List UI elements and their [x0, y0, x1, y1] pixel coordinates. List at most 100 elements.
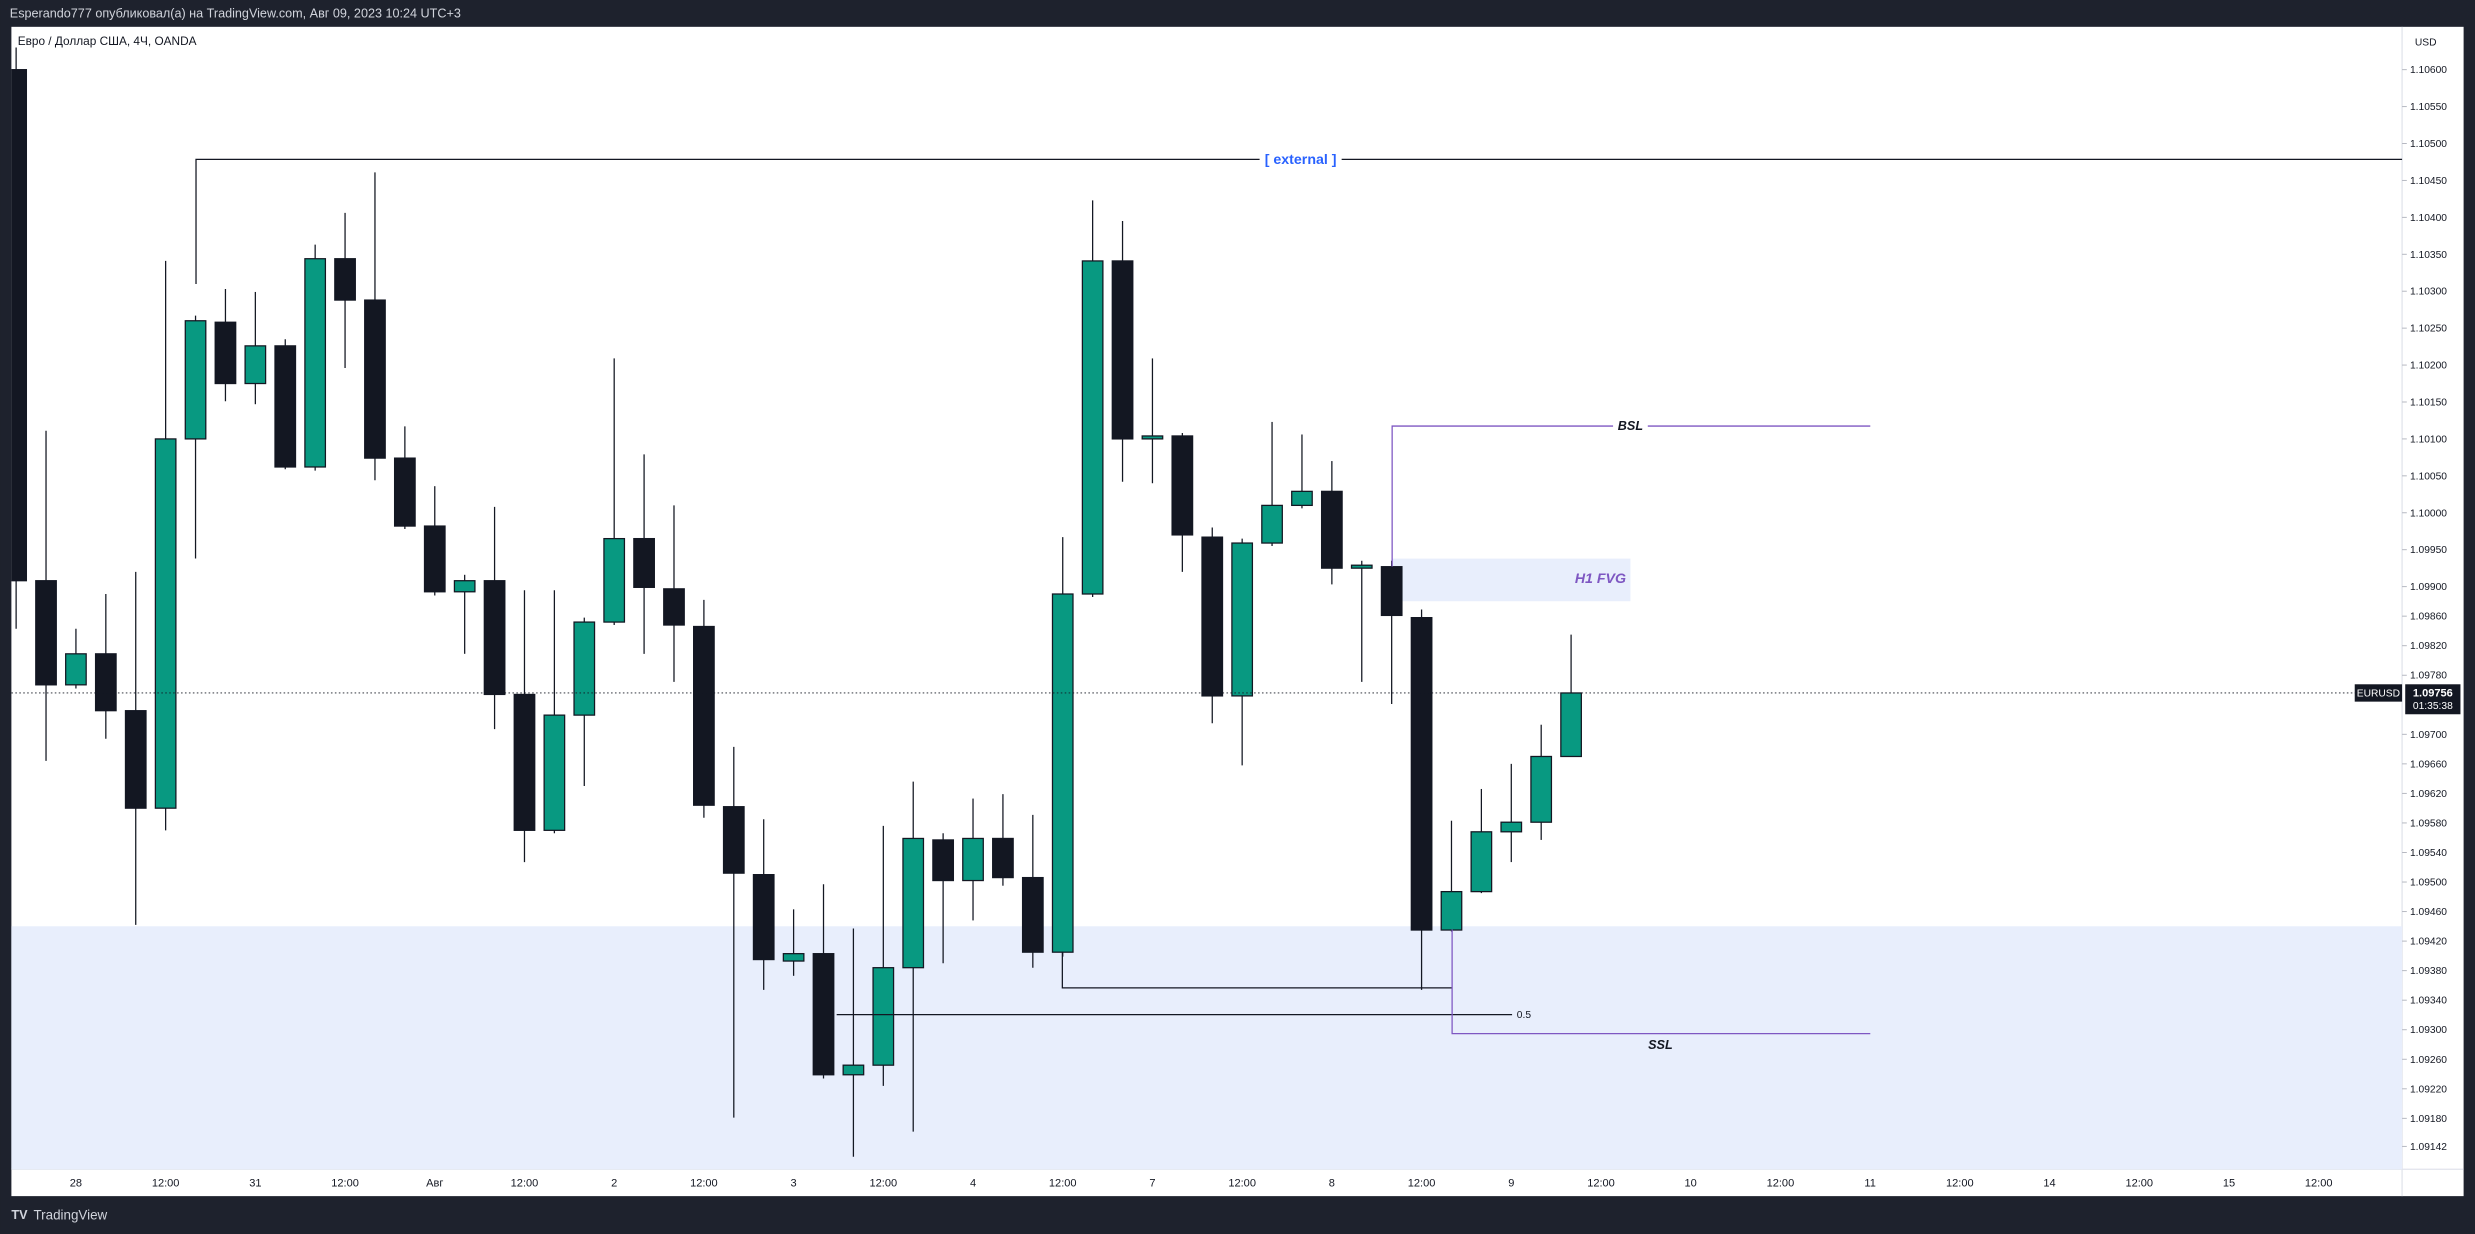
y-tick-label: 1.09620	[2410, 789, 2447, 800]
y-tick-label: 1.09950	[2410, 545, 2447, 556]
low-line	[1061, 951, 1453, 989]
fvg-label: H1 FVG	[1575, 571, 1626, 587]
y-tick-label: 1.10500	[2410, 139, 2447, 150]
candle-body	[872, 967, 895, 1066]
bsl-label: BSL	[1618, 419, 1643, 433]
candle-body	[812, 953, 835, 1076]
x-tick-label: 12:00	[2125, 1177, 2153, 1189]
candle-body	[693, 625, 715, 806]
external-label: [ external ]	[1265, 152, 1337, 168]
candle-body	[11, 69, 28, 582]
y-tick-label: 1.10250	[2410, 324, 2447, 335]
y-tick-label: 1.10150	[2410, 397, 2447, 408]
x-tick-label: 12:00	[870, 1177, 898, 1189]
candle-body	[1231, 542, 1254, 697]
y-tick-label: 1.09420	[2410, 937, 2447, 948]
candle-body	[1320, 490, 1343, 569]
candle-body	[752, 874, 775, 961]
candle-body	[423, 525, 446, 593]
x-tick-label: 14	[2043, 1177, 2055, 1189]
y-tick-label: 1.10050	[2410, 471, 2447, 482]
candle-body	[364, 299, 386, 459]
drawings	[195, 158, 2403, 1035]
x-tick-label: 7	[1149, 1177, 1155, 1189]
candle-body	[1021, 876, 1044, 953]
candle-body	[573, 621, 596, 716]
x-tick-label: 12:00	[331, 1177, 359, 1189]
candle-body	[1560, 692, 1582, 758]
x-tick-label: 12:00	[1946, 1177, 1974, 1189]
demand-zone	[11, 926, 2403, 1170]
y-tick-label: 1.09460	[2410, 907, 2447, 918]
y-tick-label: 1.10300	[2410, 287, 2447, 298]
price-tag	[2405, 684, 2461, 715]
chart-title: Евро / Доллар США, 4Ч, OANDA	[18, 34, 197, 48]
x-tick-label: 10	[1685, 1177, 1697, 1189]
header-text: Esperando777 опубликовал(а) на TradingVi…	[10, 7, 461, 21]
external-label-bg	[1259, 149, 1342, 169]
x-tick-label: 12:00	[1408, 1177, 1436, 1189]
x-tick-label: 12:00	[690, 1177, 718, 1189]
x-tick-label: 15	[2223, 1177, 2235, 1189]
fib-label: 0.5	[1517, 1010, 1532, 1021]
x-tick-label: 12:00	[511, 1177, 539, 1189]
y-tick-label: 1.09220	[2410, 1084, 2447, 1095]
candle-body	[633, 537, 655, 588]
symbol-label: EURUSD	[2357, 688, 2400, 699]
candle-body	[94, 653, 117, 712]
candle-body	[1470, 831, 1493, 893]
y-tick-label: 1.09500	[2410, 878, 2447, 889]
candle-body	[124, 710, 147, 809]
candle-body	[603, 537, 626, 623]
candle-body	[1111, 260, 1134, 440]
x-tick-label: 12:00	[1587, 1177, 1615, 1189]
x-tick-label: 12:00	[1767, 1177, 1795, 1189]
candle-body	[992, 837, 1014, 879]
candle-body	[513, 693, 536, 831]
candle-body	[1081, 260, 1104, 595]
y-tick-label: 1.09540	[2410, 848, 2447, 859]
candle-body	[304, 258, 327, 468]
candle-body	[65, 653, 87, 686]
y-tick-label: 1.09780	[2410, 671, 2447, 682]
y-tick-label: 1.10450	[2410, 176, 2447, 187]
x-tick-label: 28	[70, 1177, 82, 1189]
candle-body	[932, 839, 955, 882]
candle-body	[1171, 435, 1194, 536]
bsl-line	[1391, 425, 1871, 567]
candle-body	[902, 837, 925, 969]
candle-body	[184, 320, 207, 440]
external-line	[195, 158, 2403, 285]
candle-body	[1530, 755, 1553, 823]
candle-body	[1440, 890, 1463, 931]
candle-body	[244, 345, 267, 385]
candle-body	[842, 1064, 865, 1076]
symbol-tag	[2354, 684, 2403, 702]
candle-body	[274, 345, 297, 468]
fvg-zone	[1392, 558, 1631, 602]
candle-body	[1051, 593, 1074, 953]
y-tick-label: 1.09300	[2410, 1025, 2447, 1036]
y-tick-label: 1.10100	[2410, 434, 2447, 445]
ssl-line	[1451, 929, 1871, 1035]
y-tick-label: 1.09340	[2410, 996, 2447, 1007]
y-tick-label: 1.09142	[2410, 1142, 2447, 1153]
candle-body	[1141, 435, 1164, 440]
x-tick-label: 9	[1508, 1177, 1514, 1189]
candle-body	[1500, 821, 1523, 833]
candle-body	[1201, 536, 1224, 697]
y-tick-label: 1.10600	[2410, 65, 2447, 76]
x-tick-label: 12:00	[2305, 1177, 2333, 1189]
price-label: 1.09756	[2413, 688, 2453, 700]
x-tick-label: 8	[1329, 1177, 1335, 1189]
footer-brand: TradingView	[33, 1207, 107, 1222]
y-tick-label: 1.09580	[2410, 818, 2447, 829]
candle-body	[1380, 566, 1403, 617]
candle-body	[1350, 564, 1373, 569]
y-tick-label: 1.09380	[2410, 966, 2447, 977]
y-tick-label: 1.09700	[2410, 730, 2447, 741]
candle-body	[962, 837, 984, 882]
candle-body	[154, 438, 177, 809]
